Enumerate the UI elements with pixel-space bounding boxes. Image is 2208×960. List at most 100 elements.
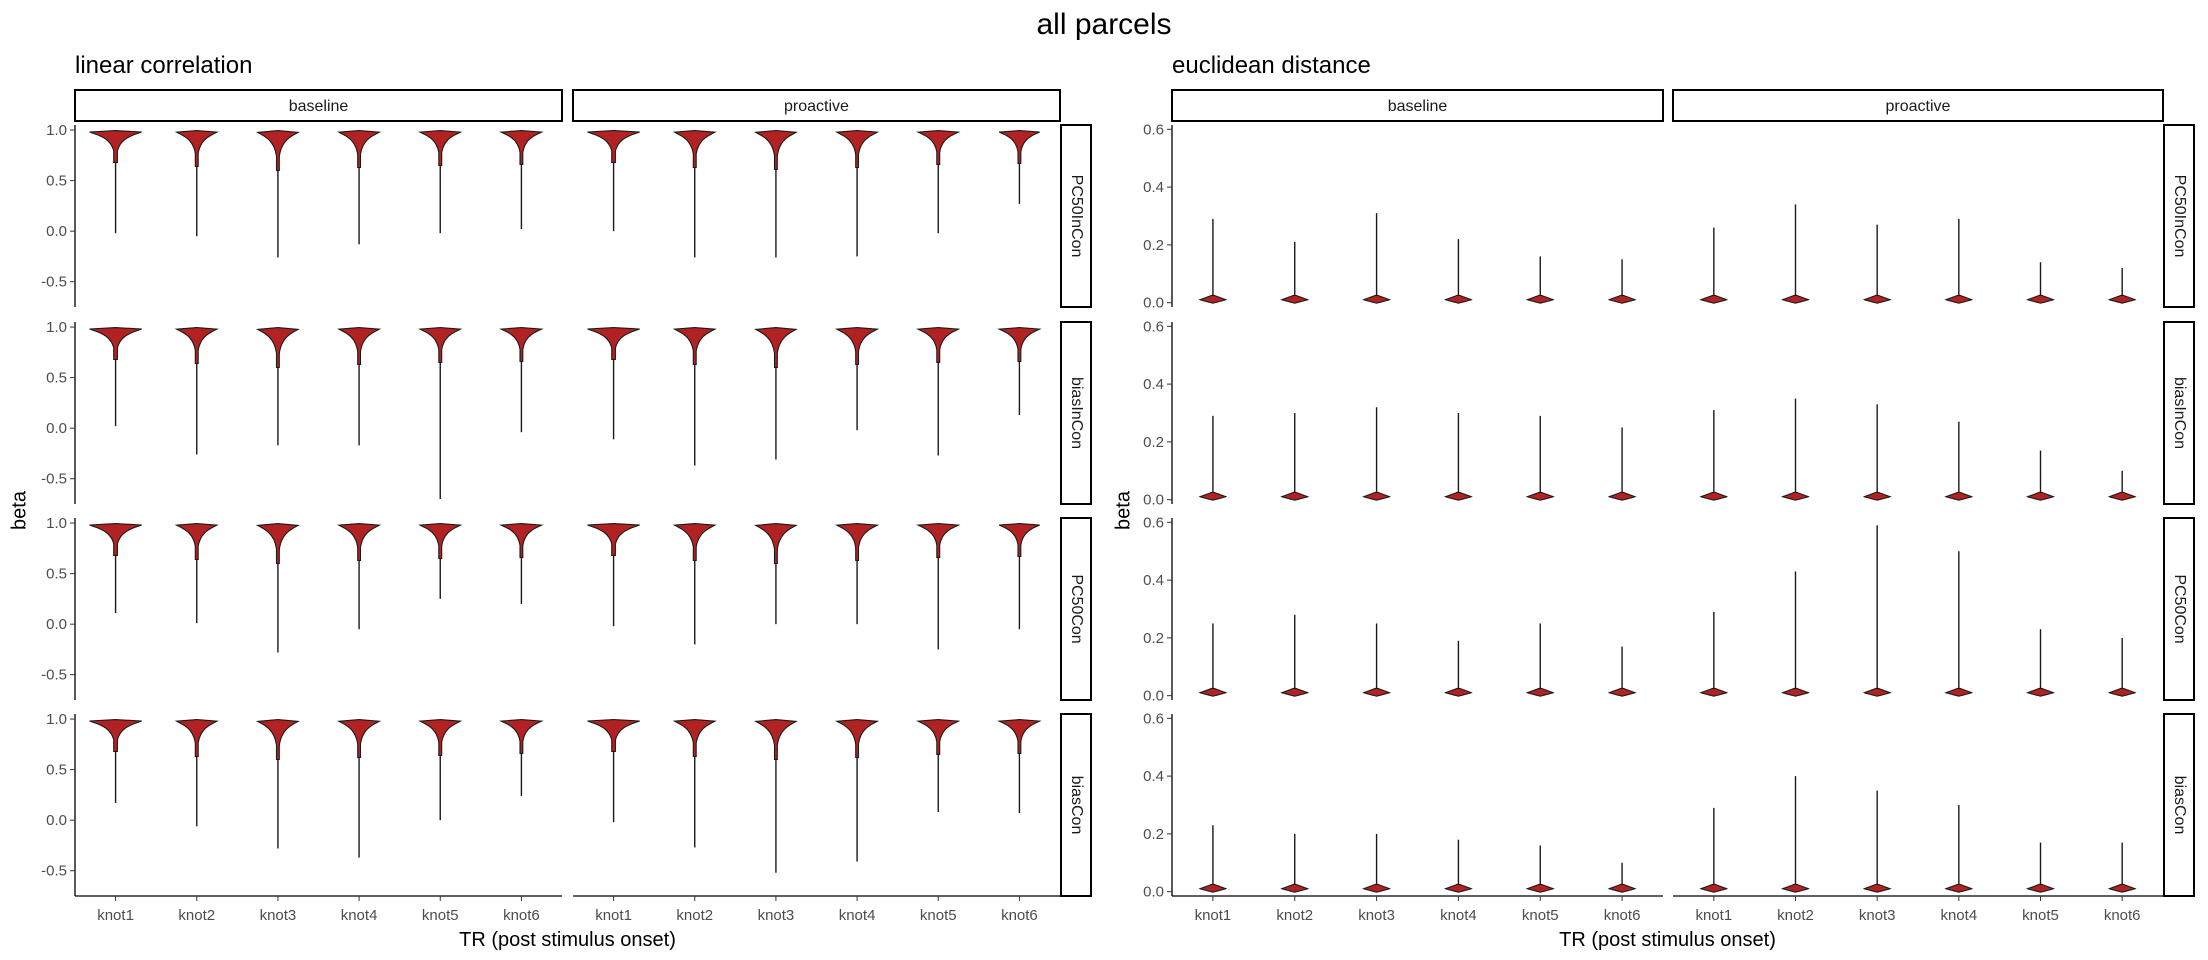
x-tick-label-knot3: knot3: [1859, 907, 1896, 924]
panel-biasInCon-proactive: [587, 327, 1042, 466]
violin-knot3: [255, 130, 300, 172]
violin-knot6: [499, 719, 544, 754]
violin-knot5: [1525, 687, 1555, 697]
violin-knot5: [418, 719, 463, 757]
violin-knot6: [1607, 687, 1637, 697]
violin-knot1: [1699, 883, 1729, 893]
violin-knot5: [2026, 687, 2055, 697]
row-label-PC50Con: PC50Con: [1068, 574, 1085, 643]
violin-knot1: [1198, 491, 1228, 501]
row-label-PC50Con: PC50Con: [2171, 574, 2188, 643]
violin-knot2: [672, 719, 717, 758]
y-tick-label: 0.4: [1143, 768, 1164, 785]
x-tick-label-knot6: knot6: [2104, 907, 2141, 924]
violin-knot3: [1862, 883, 1892, 893]
y-tick-label: 0.0: [1143, 688, 1164, 705]
x-tick-label-knot4: knot4: [1940, 907, 1977, 924]
y-tick-label: 0.0: [46, 616, 67, 633]
y-tick-label: 0.2: [1143, 434, 1164, 451]
y-tick-label: 0.4: [1143, 179, 1164, 196]
x-tick-label-knot5: knot5: [920, 907, 957, 924]
row-label-biasInCon: biasInCon: [2171, 377, 2188, 449]
figure-title: all parcels: [1036, 8, 1171, 41]
facet-strip-proactive: [572, 89, 1061, 122]
violin-knot6: [499, 327, 544, 362]
violin-knot4: [1443, 294, 1473, 304]
x-tick-label-knot1: knot1: [1695, 907, 1732, 924]
row-strip-biasInCon: [2163, 321, 2195, 505]
violin-knot1: [1198, 883, 1228, 893]
violin-knot3: [1362, 491, 1392, 501]
panel-biasInCon-baseline: [1198, 407, 1637, 501]
x-tick-label-knot4: knot4: [341, 907, 378, 924]
x-tick-label-knot5: knot5: [422, 907, 459, 924]
x-tick-label-knot1: knot1: [595, 907, 632, 924]
violin-knot2: [1781, 294, 1810, 304]
y-axis-title: beta: [8, 490, 30, 530]
x-tick-label-knot1: knot1: [1195, 907, 1232, 924]
row-strip-PC50InCon: [2163, 124, 2195, 308]
y-tick-label: 0.2: [1143, 237, 1164, 254]
violin-knot6: [1607, 491, 1637, 501]
violin-knot5: [915, 523, 961, 558]
panel-PC50InCon-baseline: [1198, 213, 1637, 304]
y-tick-label: 0.0: [1143, 884, 1164, 901]
row-label-PC50InCon: PC50InCon: [1068, 175, 1085, 258]
row-strip-PC50InCon: [1060, 124, 1092, 308]
violin-knot2: [672, 327, 717, 366]
violin-knot6: [2107, 294, 2137, 304]
y-tick-label: -0.5: [41, 274, 67, 291]
panel-PC50Con-baseline: [1198, 614, 1637, 697]
violin-knot6: [2107, 491, 2137, 501]
violin-knot2: [1781, 883, 1810, 893]
facet-label-baseline: baseline: [289, 98, 349, 115]
y-tick-label: 0.2: [1143, 826, 1164, 843]
facet-label-proactive: proactive: [1886, 98, 1951, 115]
violin-knot5: [916, 327, 961, 363]
violin-knot5: [418, 327, 463, 363]
y-tick-label: -0.5: [41, 667, 67, 684]
chart-linear-correlation: linear correlation baseline proactive PC50I…: [8, 52, 1092, 951]
violin-knot4: [1443, 687, 1473, 697]
violin-knot5: [916, 719, 961, 755]
facet-strip-proactive: [1672, 89, 2164, 122]
facet-strip-baseline: [1171, 89, 1664, 122]
violin-knot3: [753, 130, 798, 171]
y-tick-label: 1.0: [46, 319, 67, 336]
y-tick-label: 0.4: [1143, 376, 1164, 393]
row-label-biasCon: biasCon: [2171, 776, 2188, 835]
violin-knot6: [1607, 883, 1637, 893]
y-tick-label: 0.0: [46, 223, 67, 240]
y-tick-label: 0.5: [46, 566, 67, 583]
violin-knot3: [753, 719, 798, 761]
row-strip-biasCon: [2163, 713, 2195, 897]
violin-knot6: [998, 130, 1040, 164]
violin-knot4: [336, 327, 382, 366]
violin-knot4: [1443, 883, 1473, 893]
violin-knot1: [1198, 294, 1228, 304]
y-tick-label: 0.0: [1143, 492, 1164, 509]
violin-knot6: [499, 523, 544, 558]
x-tick-label-knot5: knot5: [2022, 907, 2059, 924]
violin-knot6: [1607, 294, 1637, 304]
violin-knot1: [1699, 491, 1729, 501]
y-tick-label: 0.5: [46, 762, 67, 779]
y-tick-label: 0.5: [46, 173, 67, 190]
violin-knot4: [1944, 491, 1974, 501]
y-tick-label: -0.5: [41, 863, 67, 880]
panel-biasInCon-proactive: [1699, 398, 2137, 501]
facet-strip-baseline: [74, 89, 563, 122]
violin-knot2: [174, 327, 219, 365]
x-tick-label-knot3: knot3: [758, 907, 795, 924]
x-tick-label-knot3: knot3: [1358, 907, 1395, 924]
violin-knot1: [89, 130, 142, 163]
violin-knot1: [89, 719, 142, 752]
violin-knot6: [2107, 687, 2137, 697]
violin-knot4: [834, 327, 880, 366]
row-label-biasInCon: biasInCon: [1068, 377, 1085, 449]
panel-PC50Con-proactive: [587, 523, 1040, 650]
y-tick-label: 0.5: [46, 370, 67, 387]
y-tick-label: 0.6: [1143, 710, 1164, 727]
violin-knot2: [1280, 294, 1310, 304]
